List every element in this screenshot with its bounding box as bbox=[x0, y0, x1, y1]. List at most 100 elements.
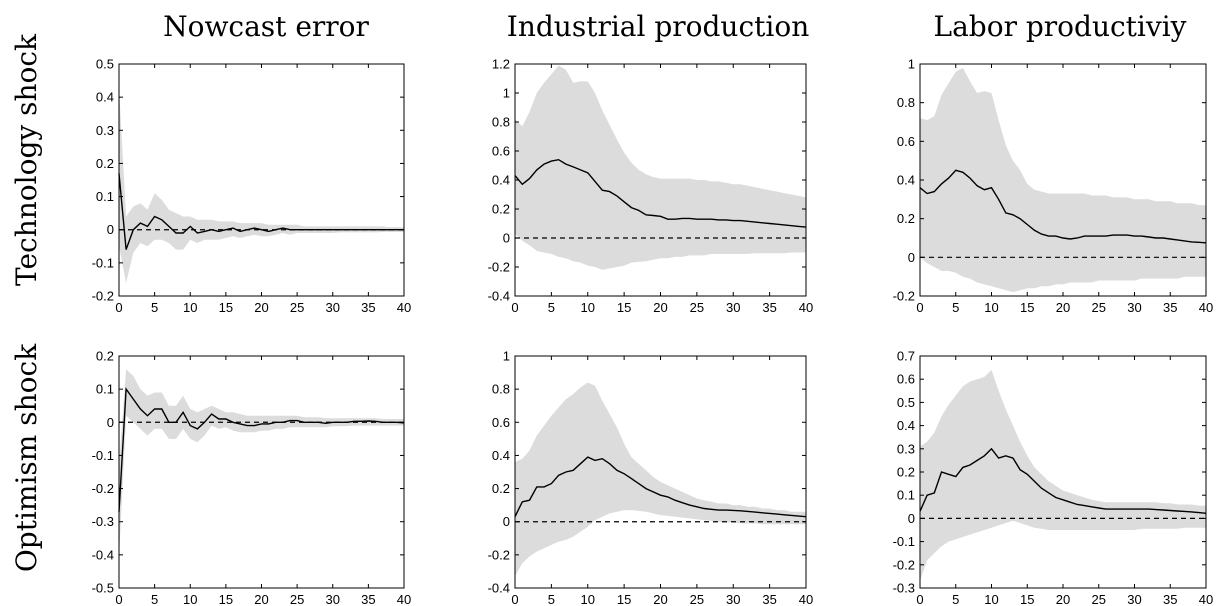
x-tick-label: 40 bbox=[1199, 592, 1213, 606]
panel-r1c1: 0 5 10 15 20 25 30 35 40 -0.4 -0.2 0 0.2 0.4 0.6 0.8 1 bbox=[488, 349, 814, 606]
y-tick-label: 0.4 bbox=[492, 173, 510, 188]
response-line bbox=[919, 447, 1207, 514]
x-tick-label: 15 bbox=[1020, 300, 1034, 315]
y-tick-label: 0.2 bbox=[96, 156, 114, 171]
y-tick-label: -0.4 bbox=[488, 581, 510, 596]
y-tick-label: 0.2 bbox=[492, 202, 510, 217]
response-line bbox=[514, 158, 807, 228]
confidence-band bbox=[119, 87, 404, 283]
x-tick-label: 25 bbox=[690, 300, 704, 315]
x-tick-label: 30 bbox=[326, 592, 340, 606]
y-tick-label: 0.6 bbox=[492, 415, 510, 430]
y-tick-label: 0.1 bbox=[96, 382, 114, 397]
y-tick-label: 1 bbox=[908, 57, 915, 72]
x-tick-label: 0 bbox=[115, 300, 122, 315]
x-tick-label: 35 bbox=[1163, 592, 1177, 606]
x-tick-label: 10 bbox=[984, 592, 998, 606]
panel-r0c0: 0 5 10 15 20 25 30 35 40 -0.2 -0.1 0 0.1 0.2 0.3 0.4 0.5 bbox=[92, 57, 412, 316]
y-tick-label: 0.8 bbox=[492, 115, 510, 130]
x-tick-label: 15 bbox=[219, 300, 233, 315]
x-tick-label: 35 bbox=[762, 592, 776, 606]
x-tick-label: 0 bbox=[916, 300, 923, 315]
y-tick-label: 0.2 bbox=[897, 465, 915, 480]
panel-group: 0 5 10 15 20 25 30 35 40-0.2-0.100.10.20.30.40.5… bbox=[92, 57, 1214, 606]
x-tick-label: 15 bbox=[219, 592, 233, 606]
x-tick-label: 40 bbox=[799, 592, 813, 606]
x-tick-label: 5 bbox=[548, 300, 555, 315]
response-line bbox=[919, 169, 1207, 244]
x-tick-label: 10 bbox=[984, 300, 998, 315]
y-tick-label: 0.6 bbox=[897, 372, 915, 387]
x-tick-label: 20 bbox=[1056, 300, 1070, 315]
x-tick-label: 5 bbox=[151, 592, 158, 606]
y-tick-label: -0.2 bbox=[92, 289, 114, 304]
y-tick-label: -0.5 bbox=[92, 581, 114, 596]
axes-frame bbox=[118, 63, 405, 297]
y-tick-label: -0.4 bbox=[488, 289, 510, 304]
column-title-industrial-production: Industrial production bbox=[507, 10, 809, 43]
x-tick-label: 35 bbox=[361, 592, 375, 606]
x-tick-label: 35 bbox=[361, 300, 375, 315]
y-tick-label: 0.2 bbox=[897, 211, 915, 226]
x-tick-label: 25 bbox=[290, 592, 304, 606]
response-line bbox=[118, 173, 404, 250]
x-tick-label: 30 bbox=[326, 300, 340, 315]
x-tick-label: 0 bbox=[511, 592, 518, 606]
y-tick-label: -0.3 bbox=[92, 514, 114, 529]
y-tick-label: -0.2 bbox=[893, 289, 915, 304]
x-tick-label: 40 bbox=[799, 300, 813, 315]
y-tick-label: 0.3 bbox=[897, 441, 915, 456]
x-tick-label: 15 bbox=[617, 592, 631, 606]
x-tick-label: 15 bbox=[1020, 592, 1034, 606]
y-tick-label: 1.2 bbox=[492, 57, 510, 72]
x-tick-label: 40 bbox=[397, 592, 411, 606]
y-tick-label: 1 bbox=[503, 86, 510, 101]
y-tick-label: 0 bbox=[107, 222, 114, 237]
confidence-band bbox=[920, 369, 1206, 581]
y-tick-label: 0.6 bbox=[897, 134, 915, 149]
x-tick-label: 25 bbox=[1092, 300, 1106, 315]
y-tick-label: 1 bbox=[503, 349, 510, 364]
x-tick-label: 15 bbox=[617, 300, 631, 315]
y-tick-label: 0.4 bbox=[897, 173, 915, 188]
y-tick-label: -0.2 bbox=[893, 557, 915, 572]
x-tick-label: 20 bbox=[254, 300, 268, 315]
y-tick-label: 0 bbox=[107, 415, 114, 430]
y-tick-label: -0.1 bbox=[92, 448, 114, 463]
x-tick-label: 30 bbox=[726, 592, 740, 606]
response-line bbox=[118, 387, 405, 512]
x-tick-label: 0 bbox=[916, 592, 923, 606]
x-tick-label: 25 bbox=[290, 300, 304, 315]
x-tick-label: 20 bbox=[653, 592, 667, 606]
y-tick-label: 0.7 bbox=[897, 349, 915, 364]
y-tick-label: 0.5 bbox=[897, 395, 915, 410]
x-tick-label: 10 bbox=[183, 592, 197, 606]
y-tick-label: -0.2 bbox=[92, 481, 114, 496]
x-tick-label: 5 bbox=[151, 300, 158, 315]
x-tick-label: 25 bbox=[1092, 592, 1106, 606]
y-tick-label: 0 bbox=[503, 514, 510, 529]
confidence-band bbox=[515, 382, 806, 577]
y-tick-label: 0.4 bbox=[492, 448, 510, 463]
y-tick-label: 0.4 bbox=[96, 90, 114, 105]
row-title-optimism-shock: Optimism shock bbox=[10, 343, 43, 572]
x-tick-label: 35 bbox=[1163, 300, 1177, 315]
x-tick-label: 10 bbox=[581, 300, 595, 315]
y-tick-label: -0.3 bbox=[893, 581, 915, 596]
x-tick-label: 30 bbox=[1127, 592, 1141, 606]
x-tick-label: 30 bbox=[1127, 300, 1141, 315]
x-tick-label: 35 bbox=[762, 300, 776, 315]
y-tick-label: 0.4 bbox=[897, 418, 915, 433]
x-tick-label: 20 bbox=[254, 592, 268, 606]
panel-r0c1: 0 5 10 15 20 25 30 35 40 -0.4 -0.2 0 0.2 0.4 0.6 0.8 1 1.… bbox=[488, 57, 814, 316]
x-tick-label: 20 bbox=[653, 300, 667, 315]
y-tick-label: 0 bbox=[503, 231, 510, 246]
panel-r1c0: 0 5 10 15 20 25 30 35 40 -0.5 -0.4 -0.3 -0.2 -0.1 0 0.1… bbox=[92, 349, 412, 606]
panel-r1c2: 0 5 10 15 20 25 30 35 40 -0.3 -0.2 -0.1 0 0.1 0.2 0.3 0.… bbox=[893, 349, 1214, 606]
x-tick-label: 25 bbox=[690, 592, 704, 606]
x-tick-label: 20 bbox=[1056, 592, 1070, 606]
panel-r0c2: 0 5 10 15 20 25 30 35 40-0.200.20.40.60.81 bbox=[893, 57, 1214, 316]
x-tick-label: 5 bbox=[952, 300, 959, 315]
